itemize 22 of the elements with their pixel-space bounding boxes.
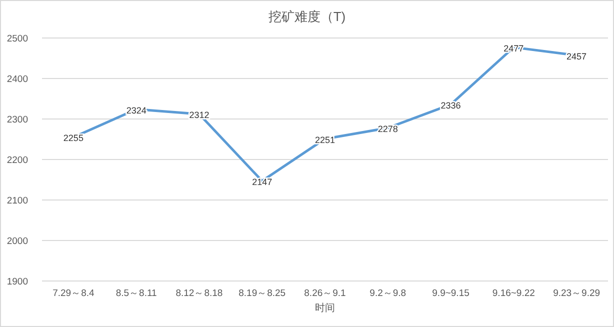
- data-label: 2147: [252, 176, 272, 187]
- y-tick-label: 2100: [6, 196, 28, 206]
- x-tick-label: 8.12～8.18: [176, 288, 223, 299]
- y-tick-label: 2300: [6, 114, 28, 126]
- x-tick-label: 8.26～9.1: [304, 288, 346, 299]
- x-tick-label: 8.5～8.11: [116, 288, 157, 299]
- y-tick-label: 1900: [6, 276, 28, 288]
- chart-title: 挖矿难度（T): [268, 9, 346, 24]
- data-label: 2457: [566, 51, 587, 62]
- x-tick-label: 9.9~9.15: [432, 288, 470, 299]
- x-tick-label: 9.23～9.29: [553, 288, 600, 299]
- y-tick-label: 2400: [6, 74, 28, 85]
- x-tick-label: 8.19～8.25: [238, 288, 286, 299]
- x-tick-label: 9.16~9.22: [492, 288, 535, 299]
- data-label: 2255: [63, 133, 84, 144]
- y-tick-label: 2000: [6, 236, 28, 247]
- x-axis-title: 时间: [315, 302, 335, 314]
- x-tick-label: 7.29～8.4: [52, 288, 94, 299]
- y-tick-label: 2500: [6, 34, 28, 44]
- x-tick-label: 9.2～9.8: [370, 288, 406, 299]
- data-label: 2324: [126, 105, 146, 116]
- y-tick-label: 2200: [6, 155, 28, 166]
